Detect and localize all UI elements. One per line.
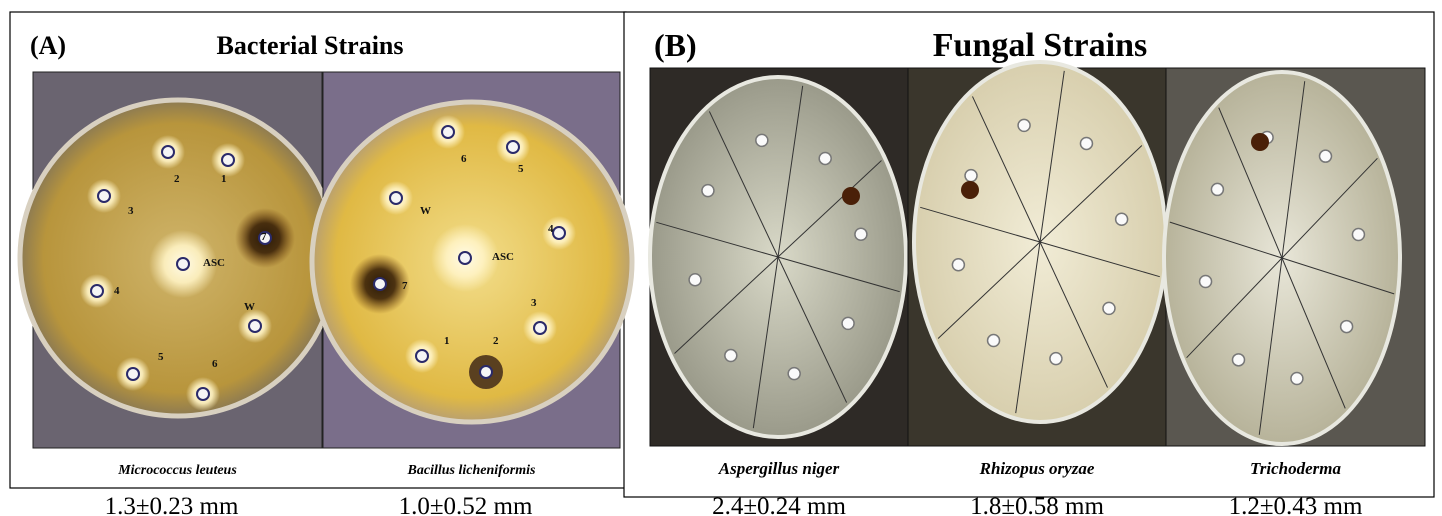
well-label: 3 bbox=[531, 297, 537, 309]
well bbox=[702, 185, 714, 197]
panel-title: Fungal Strains bbox=[933, 27, 1147, 64]
well bbox=[725, 350, 737, 362]
well bbox=[1341, 321, 1353, 333]
well bbox=[1103, 302, 1115, 314]
well bbox=[1291, 372, 1303, 384]
well-label: 7 bbox=[402, 280, 408, 292]
well bbox=[952, 259, 964, 271]
well bbox=[965, 170, 977, 182]
well bbox=[222, 154, 234, 166]
zone-measure: 1.3±0.23 mm bbox=[105, 493, 239, 516]
well bbox=[988, 335, 1000, 347]
well-label: 3 bbox=[128, 205, 134, 217]
zone-measure: 1.0±0.52 mm bbox=[399, 493, 533, 516]
well bbox=[162, 146, 174, 158]
well bbox=[390, 192, 402, 204]
well-label: 4 bbox=[114, 285, 120, 297]
well bbox=[756, 134, 768, 146]
figure: 2 1 3 7 ASC 4 W 5 6 Micrococcus leuteus 1.3±0.23 m… bbox=[0, 0, 1442, 516]
growth-spot bbox=[1251, 133, 1269, 151]
well bbox=[1320, 150, 1332, 162]
well bbox=[416, 350, 428, 362]
well bbox=[480, 366, 492, 378]
well bbox=[788, 368, 800, 380]
well bbox=[1080, 137, 1092, 149]
well bbox=[1352, 228, 1364, 240]
species-name: Trichoderma bbox=[1250, 459, 1341, 478]
well bbox=[91, 285, 103, 297]
well-label: 1 bbox=[444, 335, 450, 347]
well bbox=[534, 322, 546, 334]
well-label: 2 bbox=[493, 335, 499, 347]
well bbox=[819, 152, 831, 164]
well bbox=[249, 320, 261, 332]
well bbox=[855, 228, 867, 240]
species-name: Aspergillus niger bbox=[718, 459, 840, 478]
well-label: 2 bbox=[174, 173, 180, 185]
figure-canvas: 2 1 3 7 ASC 4 W 5 6 Micrococcus leuteus 1.3±0.23 m… bbox=[0, 0, 1442, 516]
panel-label: (B) bbox=[654, 27, 697, 63]
well-label: 5 bbox=[158, 351, 164, 363]
well bbox=[98, 190, 110, 202]
well bbox=[1116, 213, 1128, 225]
well bbox=[842, 317, 854, 329]
well bbox=[1200, 276, 1212, 288]
well-label: ASC bbox=[492, 251, 514, 263]
well bbox=[459, 252, 471, 264]
panel-title: Bacterial Strains bbox=[216, 31, 403, 60]
zone-measure: 2.4±0.24 mm bbox=[712, 493, 846, 516]
species-name: Rhizopus oryzae bbox=[979, 459, 1095, 478]
well-label: 6 bbox=[461, 153, 467, 165]
well bbox=[1211, 183, 1223, 195]
well-label: ASC bbox=[203, 257, 225, 269]
growth-spot bbox=[842, 187, 860, 205]
well bbox=[1232, 354, 1244, 366]
zone-measure: 1.2±0.43 mm bbox=[1229, 493, 1363, 516]
well bbox=[689, 274, 701, 286]
growth-spot bbox=[961, 181, 979, 199]
species-name: Micrococcus leuteus bbox=[117, 463, 237, 478]
well bbox=[553, 227, 565, 239]
well-label: W bbox=[420, 205, 431, 217]
well bbox=[177, 258, 189, 270]
well bbox=[1050, 353, 1062, 365]
zone-measure: 1.8±0.58 mm bbox=[970, 493, 1104, 516]
well bbox=[374, 278, 386, 290]
well bbox=[1018, 119, 1030, 131]
well bbox=[442, 126, 454, 138]
well-label: 7 bbox=[261, 231, 267, 243]
well-label: W bbox=[244, 301, 255, 313]
panel-label: (A) bbox=[30, 31, 66, 60]
well-label: 5 bbox=[518, 163, 524, 175]
well bbox=[197, 388, 209, 400]
well-label: 1 bbox=[221, 173, 227, 185]
well bbox=[127, 368, 139, 380]
species-name: Bacillus licheniformis bbox=[407, 463, 537, 478]
well-label: 6 bbox=[212, 358, 218, 370]
well-label: 4 bbox=[548, 223, 554, 235]
well bbox=[507, 141, 519, 153]
